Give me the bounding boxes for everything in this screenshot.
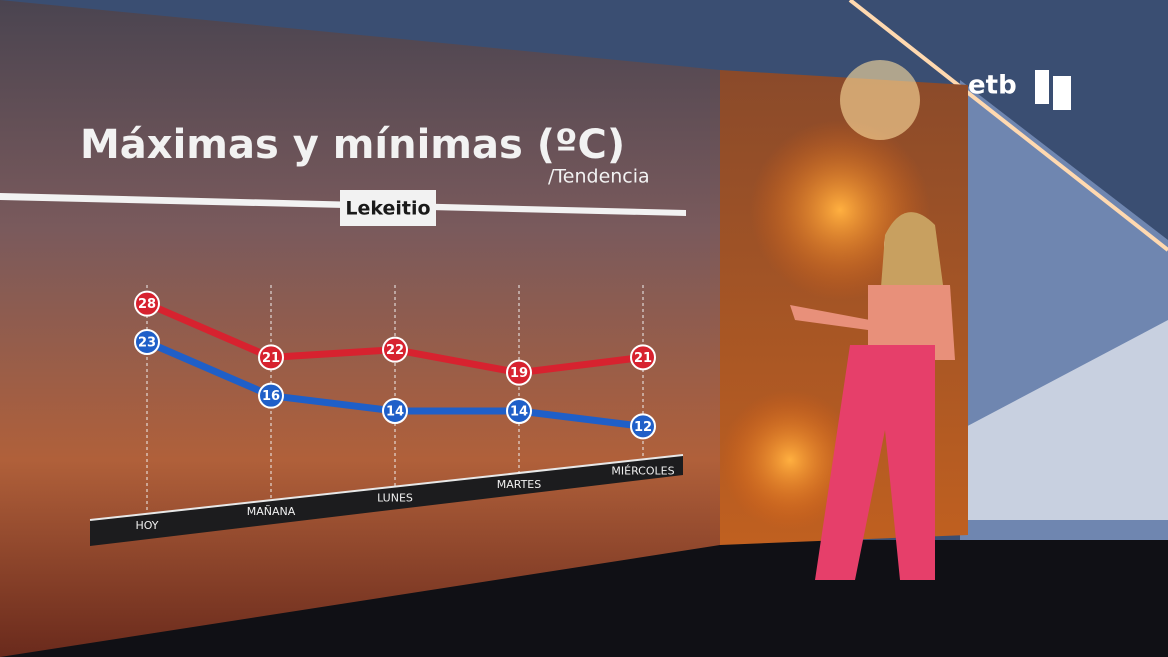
logo-mark [1035, 70, 1049, 104]
data-label: 22 [386, 343, 404, 358]
data-label: 21 [634, 351, 652, 366]
data-label: 19 [510, 366, 528, 381]
video-wall [0, 0, 720, 657]
point [382, 336, 408, 363]
bokeh [720, 390, 860, 530]
point [630, 413, 656, 440]
point [506, 359, 532, 386]
light-strip [848, 0, 1168, 252]
chart-title: Máximas y mínimas (ºC) [80, 122, 625, 168]
plot: HOY MAÑANA LUNES MARTES MIÉRCOLES 28 21 22 19 21 2… [134, 285, 675, 532]
data-label: 14 [510, 405, 528, 420]
data-label: 14 [386, 405, 404, 420]
category-bar-edge [89, 454, 684, 521]
location: Lekeitio [345, 198, 430, 220]
logo-mark [1053, 76, 1071, 110]
x-tick-label: HOY [135, 519, 158, 532]
x-tick-label: MARTES [497, 478, 542, 491]
presenter-trousers [815, 345, 935, 580]
point [630, 344, 656, 371]
point [134, 290, 160, 317]
presenter-arm [790, 305, 870, 330]
x-tick-label: MIÉRCOLES [611, 464, 674, 477]
point [258, 344, 284, 371]
chart-subtitle: /Tendencia [548, 166, 650, 188]
point [258, 382, 284, 409]
location-box [340, 190, 436, 226]
studio-step [960, 320, 1168, 520]
presenter-hair [880, 212, 945, 300]
data-label: 21 [262, 351, 280, 366]
bokeh [840, 60, 920, 140]
point [506, 398, 532, 424]
point [134, 329, 160, 355]
x-tick-label: MAÑANA [247, 505, 296, 518]
data-label: 16 [262, 389, 280, 404]
category-bar [90, 455, 683, 546]
data-label: 23 [138, 336, 156, 351]
data-label: 12 [634, 420, 652, 435]
data-label: 28 [138, 297, 156, 312]
logo: etb [968, 71, 1017, 101]
presenter-blouse [868, 285, 955, 360]
point [382, 398, 408, 424]
x-tick-label: LUNES [377, 492, 413, 505]
